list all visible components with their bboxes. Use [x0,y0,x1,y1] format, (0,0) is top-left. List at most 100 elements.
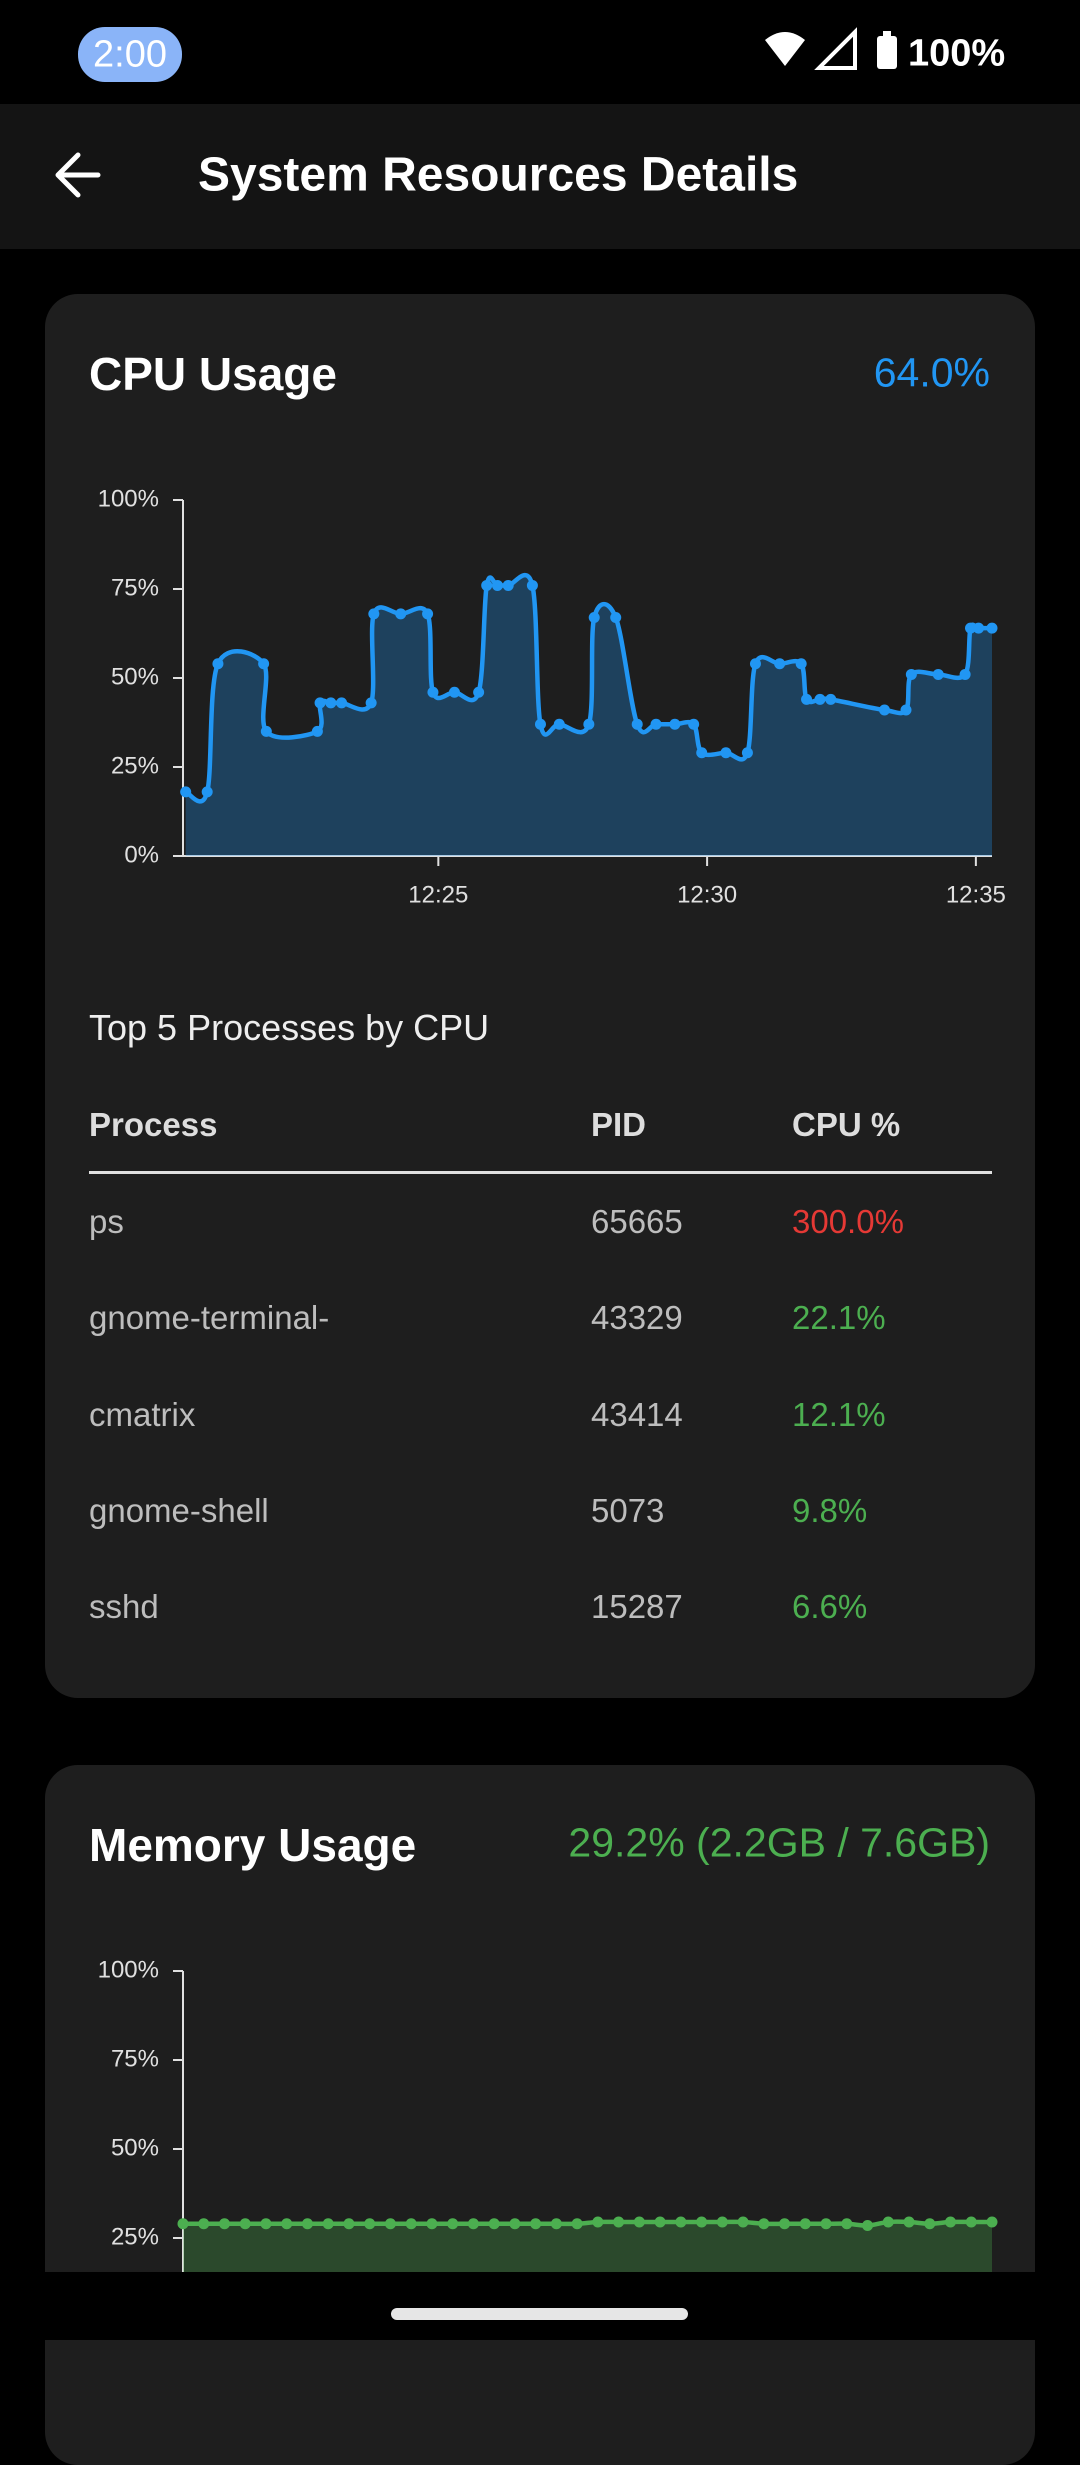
point [550,2218,562,2230]
signal-icon [814,27,857,70]
point [488,2218,500,2230]
y-tick-label: 50% [111,2134,159,2161]
point [553,718,565,730]
point [325,697,337,709]
point [365,697,377,709]
point [343,2218,355,2230]
cpu-value: 64.0% [873,349,990,396]
home-indicator[interactable] [391,2308,688,2320]
point [571,2218,583,2230]
y-tick-label: 100% [98,1956,159,1983]
point [669,718,681,730]
point [795,658,807,670]
point [301,2218,313,2230]
time-pill [78,27,182,82]
point [491,579,503,591]
table-cell: sshd [89,1588,159,1626]
point [737,2216,749,2228]
point [814,693,826,705]
back-button[interactable] [55,152,101,198]
x-tick-label: 12:35 [946,881,1006,908]
point [932,668,944,680]
point [336,697,348,709]
point [741,747,753,759]
point [258,658,270,670]
point [799,2218,811,2230]
table-cell: 6.6% [792,1588,868,1626]
point [820,2218,832,2230]
column-header: Process [89,1106,218,1143]
point [426,2218,438,2230]
table-cell: 43329 [591,1299,683,1337]
table-cell: cmatrix [89,1395,196,1433]
y-tick-label: 75% [111,574,159,601]
point [610,611,622,623]
point [654,2216,666,2228]
point [675,2216,687,2228]
navigation-bar [0,2272,1080,2340]
point [903,2216,915,2228]
table-divider [89,1171,992,1174]
line [183,2219,992,2228]
point [583,718,595,730]
point [364,2218,376,2230]
cpu-card [45,294,1035,1698]
y-tick-label: 25% [111,752,159,779]
point [177,2218,189,2230]
point [395,608,407,620]
point [716,2216,728,2228]
point [384,2218,396,2230]
point [311,725,323,737]
point [633,2216,645,2228]
table-cell: 5073 [591,1491,665,1529]
battery-icon [877,36,897,69]
point [720,747,732,759]
x-tick-label: 12:30 [677,881,737,908]
point [447,2218,459,2230]
y-tick-label: 75% [111,2045,159,2072]
column-header: CPU % [792,1106,901,1143]
point [862,2220,874,2232]
y-tick-label: 50% [111,663,159,690]
point [281,2218,293,2230]
point [841,2218,853,2230]
point [900,704,912,716]
point [588,611,600,623]
point [959,668,971,680]
memory-title: Memory Usage [89,1819,417,1871]
table-cell: 300.0% [792,1203,904,1240]
point [986,2216,998,2228]
point [774,658,786,670]
point [314,697,326,709]
status-icons [55,27,897,198]
point [212,658,224,670]
battery-cap [883,31,891,37]
point [526,579,538,591]
point [613,2216,625,2228]
memory-value: 29.2% (2.2GB / 7.6GB) [568,1819,990,1866]
point [473,686,485,698]
app-bar-title: System Resources Details [198,148,799,202]
point [592,2216,604,2228]
point [986,622,998,634]
table-cell: 65665 [591,1203,683,1240]
y-tick-label: 0% [124,841,159,868]
table-cell: 22.1% [792,1299,886,1337]
point [779,2218,791,2230]
point [696,2216,708,2228]
point [467,2218,479,2230]
point [973,622,985,634]
point [945,2216,957,2228]
point [878,704,890,716]
table-cell: 43414 [591,1395,683,1433]
table-cell: 12.1% [792,1395,886,1433]
table-cell: gnome-terminal- [89,1299,330,1337]
point [502,579,514,591]
table-cell: gnome-shell [89,1491,269,1529]
point [688,718,700,730]
point [260,725,272,737]
point [368,608,380,620]
point [427,686,439,698]
point [534,718,546,730]
table-cell: ps [89,1203,124,1240]
